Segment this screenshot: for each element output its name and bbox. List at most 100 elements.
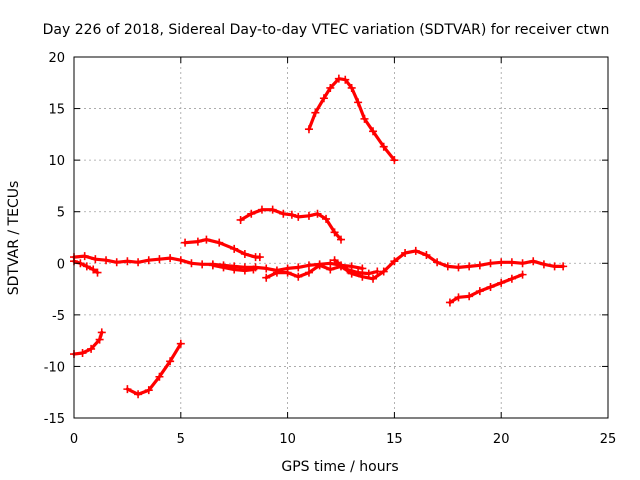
data-point-marker [354,268,363,277]
data-point-marker [326,265,335,274]
axis-ticks [73,56,609,419]
data-point-marker [208,261,217,270]
data-point-marker [187,259,196,268]
chart-title: Day 226 of 2018, Sidereal Day-to-day VTE… [43,22,610,38]
data-point-marker [507,258,516,267]
x-tick-label: 10 [279,432,296,447]
data-point-marker [219,263,228,272]
data-point-marker [334,74,343,83]
data-point-marker [166,357,175,366]
data-point-marker [433,258,442,267]
data-point-marker [539,260,548,269]
data-point-marker [134,258,143,267]
y-axis-title: SDTVAR / TECUs [6,181,22,296]
data-point-marker [330,228,339,237]
y-tick-label: -15 [44,412,65,427]
data-point-marker [112,258,121,267]
data-point-marker [215,238,224,247]
data-point-marker [559,262,568,271]
data-point-marker [123,385,132,394]
data-point-marker [497,258,506,267]
data-point-marker [144,386,153,395]
plot-frame [73,56,609,419]
series-arc-1 [72,330,104,356]
data-point-marker [411,246,420,255]
data-point-marker [445,298,454,307]
data-point-marker [311,108,320,117]
data-point-marker [249,265,258,274]
data-point-marker [475,261,484,270]
data-point-marker [230,265,239,274]
data-point-marker [202,235,211,244]
data-point-marker [89,265,98,274]
y-tick-labels: -15 -10 -5 0 5 10 15 20 [44,51,65,427]
data-point-marker [401,248,410,257]
data-point-marker [193,237,202,246]
data-point-marker [486,283,495,292]
data-point-marker [155,372,164,381]
data-point-marker [78,349,87,358]
data-point-marker [358,264,367,273]
data-point-marker [304,268,313,277]
data-point-marker [326,83,335,92]
data-point-marker [123,257,132,266]
data-point-marker [313,209,322,218]
y-tick-label: 10 [48,154,65,169]
series-arc-2 [125,342,183,396]
y-tick-label: 5 [57,206,65,221]
data-point-marker [283,268,292,277]
data-point-marker [315,261,324,270]
data-point-marker [236,215,245,224]
data-point-marker [486,259,495,268]
data-point-marker [330,256,339,265]
data-point-marker [443,262,452,271]
y-tick-label: 15 [48,103,65,118]
data-point-marker [102,256,111,265]
x-tick-label: 20 [493,432,510,447]
data-point-marker [91,255,100,264]
data-point-marker [87,344,96,353]
data-point-marker [360,114,369,123]
data-point-marker [257,205,266,214]
data-point-marker [240,250,249,259]
data-point-marker [550,262,559,271]
data-point-marker [369,127,378,136]
data-point-marker [341,75,350,84]
data-point-marker [166,254,175,263]
data-point-marker [155,255,164,264]
data-point-marker [390,156,399,165]
data-point-marker [198,260,207,269]
x-tick-label: 0 [70,432,78,447]
data-point-marker [529,257,538,266]
data-point-marker [337,235,345,244]
data-point-marker [144,256,153,265]
data-point-marker [379,142,388,151]
data-point-marker [304,261,313,270]
data-point-marker [304,125,313,134]
data-point-marker [294,272,303,281]
data-point-marker [454,293,463,302]
data-point-marker [287,210,296,219]
data-point-marker [422,251,431,260]
data-point-marker [262,264,271,273]
data-point-marker [279,209,288,218]
y-tick-label: 0 [57,257,65,272]
data-point-marker [255,253,264,262]
data-series [70,74,568,399]
data-point-marker [176,256,185,265]
data-point-marker [247,209,256,218]
data-point-marker [369,274,378,283]
data-point-marker [272,268,281,277]
data-point-marker [322,214,331,223]
data-point-marker [230,244,239,253]
y-tick-label: 20 [48,51,65,66]
data-point-marker [507,274,516,283]
data-point-marker [95,335,104,344]
data-point-marker [497,278,506,287]
data-point-marker [134,390,143,399]
data-point-marker [518,259,527,268]
data-point-marker [262,273,271,282]
data-point-marker [465,262,474,271]
data-point-marker [319,94,328,103]
